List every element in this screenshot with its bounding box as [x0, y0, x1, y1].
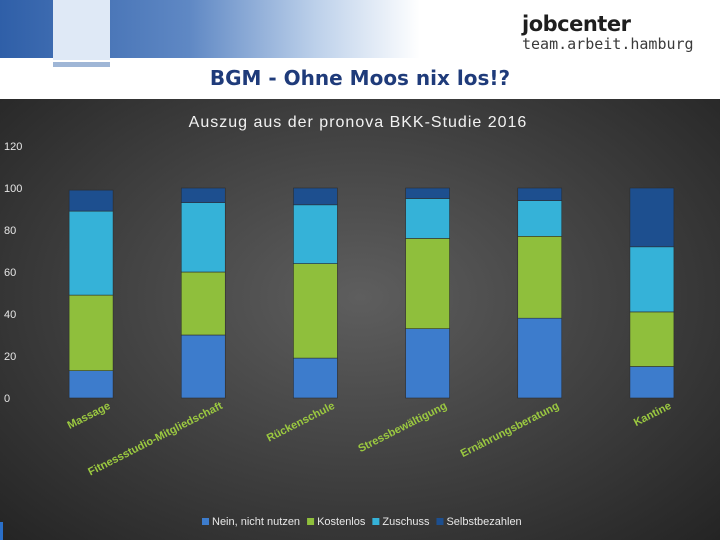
- bar-segment: [68, 189, 114, 212]
- legend-label: Selbstbezahlen: [446, 516, 521, 528]
- legend-swatch: [436, 518, 444, 525]
- bar-segment: [180, 202, 226, 273]
- y-tick-label: 60: [4, 267, 16, 279]
- bar-segment: [517, 317, 563, 399]
- y-tick-label: 40: [4, 309, 16, 321]
- y-tick-label: 0: [4, 393, 10, 405]
- y-tick-label: 100: [4, 183, 22, 195]
- bar-segment: [68, 210, 114, 296]
- bar-segment: [405, 328, 450, 399]
- bar-segment: [517, 236, 563, 319]
- x-tick-label: Ernährungsberatung: [459, 400, 561, 460]
- bar-segment: [629, 187, 675, 248]
- bar-segment: [405, 198, 450, 239]
- bar-segment: [517, 200, 563, 237]
- bar-segment: [405, 187, 450, 199]
- bar-stacks: [68, 187, 675, 399]
- legend-swatch: [202, 518, 209, 525]
- legend-label: Nein, nicht nutzen: [212, 516, 300, 528]
- y-axis: 0 20 40 60 80 100 120: [4, 141, 22, 405]
- bar-segment: [68, 370, 114, 399]
- bar-segment: [629, 246, 675, 313]
- jobcenter-logo: jobcenter team.arbeit.hamburg: [522, 14, 694, 52]
- y-tick-label: 20: [4, 351, 16, 363]
- bar-segment: [180, 187, 226, 203]
- header-decor-bar: [53, 62, 110, 67]
- corner-accent: [0, 522, 3, 540]
- bar-segment: [405, 238, 450, 329]
- bar-segment: [629, 366, 675, 399]
- legend-label: Kostenlos: [317, 516, 366, 528]
- slide-title: BGM - Ohne Moos nix los!?: [209, 66, 511, 90]
- legend-swatch: [307, 518, 315, 525]
- y-tick-label: 80: [4, 225, 16, 237]
- legend-label: Zuschuss: [382, 516, 430, 528]
- bar-segment: [517, 187, 563, 201]
- x-tick-label: Massage: [66, 400, 113, 432]
- logo-line2: team.arbeit.hamburg: [522, 35, 694, 53]
- legend-swatch: [372, 518, 380, 525]
- legend: Nein, nicht nutzen Kostenlos Zuschuss Selbs…: [202, 516, 522, 528]
- x-tick-label: Kantine: [632, 400, 673, 429]
- x-tick-label: Rückenschule: [265, 400, 337, 445]
- header-decor-square: [53, 0, 110, 60]
- logo-line1: jobcenter: [522, 12, 631, 36]
- bar-segment: [180, 334, 226, 399]
- chart-panel: Auszug aus der pronova BKK-Studie 2016 0…: [0, 99, 720, 540]
- bar-segment: [629, 311, 675, 367]
- bar-segment: [293, 204, 338, 264]
- x-tick-label: Stressbewältigung: [356, 400, 449, 455]
- bar-segment: [293, 263, 338, 359]
- y-tick-label: 120: [4, 141, 22, 153]
- chart-title: Auszug aus der pronova BKK-Studie 2016: [189, 114, 528, 131]
- bar-segment: [293, 187, 338, 206]
- bar-segment: [293, 357, 338, 399]
- stacked-bar-chart: Auszug aus der pronova BKK-Studie 2016 0…: [4, 114, 675, 528]
- bar-segment: [180, 271, 226, 336]
- bar-segment: [68, 294, 114, 372]
